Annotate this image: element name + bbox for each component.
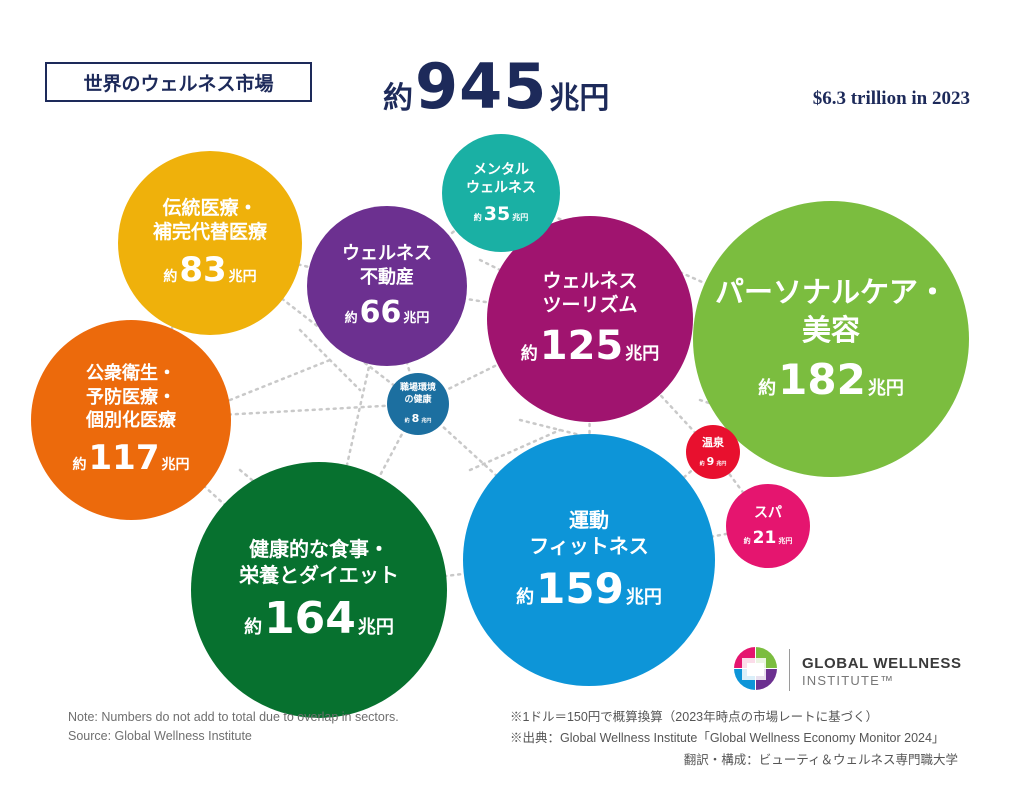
- footnote-source: Source: Global Wellness Institute: [68, 729, 252, 743]
- usd-total-label: $6.3 trillion in 2023: [812, 88, 970, 109]
- sector-name: メンタル ウェルネス: [466, 162, 536, 197]
- sector-value: 約 66 兆円: [344, 294, 430, 330]
- connector-line: [228, 358, 332, 402]
- sector-bubble: メンタル ウェルネス約 35 兆円: [442, 134, 560, 252]
- sector-bubble: 運動 フィットネス約 159 兆円: [463, 434, 715, 686]
- logo-line-2: INSTITUTE™: [802, 673, 895, 688]
- sector-bubble: 職場環境 の健康約 8 兆円: [387, 373, 449, 435]
- sector-name: 運動 フィットネス: [529, 507, 649, 558]
- connector-line: [468, 428, 562, 472]
- connector-line: [298, 328, 362, 392]
- sector-value: 約 83 兆円: [163, 250, 257, 291]
- sector-name: 温泉: [702, 435, 724, 449]
- sector-value: 約 8 兆円: [404, 411, 432, 425]
- sector-name: パーソナルケア・ 美容: [714, 275, 947, 347]
- sector-bubble: ウェルネス ツーリズム約 125 兆円: [487, 216, 693, 422]
- sector-name: 健康的な食事・ 栄養とダイエット: [239, 536, 399, 587]
- sector-value: 約 164 兆円: [244, 593, 394, 645]
- footnote-exchange-rate: ※1ドル＝150円で概算換算（2023年時点の市場レートに基づく）: [510, 710, 879, 724]
- sector-bubble: 健康的な食事・ 栄養とダイエット約 164 兆円: [191, 462, 447, 718]
- sector-value: 約 125 兆円: [520, 323, 660, 370]
- total-suffix: 兆円: [549, 81, 610, 116]
- footnote-right: ※1ドル＝150円で概算換算（2023年時点の市場レートに基づく） ※出典：Gl…: [510, 707, 944, 749]
- sector-bubble: 伝統医療・ 補完代替医療約 83 兆円: [118, 151, 302, 335]
- sector-bubble: スパ約 21 兆円: [726, 484, 810, 568]
- sector-name: 伝統医療・ 補完代替医療: [152, 196, 267, 244]
- sector-value: 約 159 兆円: [516, 564, 662, 614]
- sector-name: 職場環境 の健康: [399, 383, 436, 405]
- sector-name: ウェルネス ツーリズム: [542, 269, 638, 317]
- sector-value: 約 182 兆円: [758, 354, 904, 404]
- sector-name: 公衆衛生・ 予防医療・ 個別化医療: [86, 363, 176, 431]
- total-prefix: 約: [383, 81, 413, 116]
- footnote-credit: 翻訳・構成：ビューティ＆ウェルネス専門職大学: [683, 753, 958, 767]
- sector-name: スパ: [754, 505, 782, 522]
- sector-value: 約 117 兆円: [72, 437, 190, 478]
- footnote-reference: ※出典：Global Wellness Institute「Global Wel…: [510, 731, 945, 745]
- chart-title: 世界のウェルネス市場: [45, 62, 312, 102]
- sector-bubble: 温泉約 9 兆円: [686, 425, 740, 479]
- logo-line-1: GLOBAL WELLNESS: [802, 655, 962, 672]
- total-market-size: 約 945 兆円: [383, 50, 610, 123]
- footnote-left: Note: Numbers do not add to total due to…: [68, 708, 399, 746]
- gwi-logo-icon: [734, 647, 777, 690]
- footnote-overlap: Note: Numbers do not add to total due to…: [68, 710, 399, 724]
- sector-value: 約 21 兆円: [743, 527, 793, 548]
- sector-bubble: 公衆衛生・ 予防医療・ 個別化医療約 117 兆円: [31, 320, 231, 520]
- sector-bubble: ウェルネス 不動産約 66 兆円: [307, 206, 467, 366]
- logo-divider: [789, 649, 790, 691]
- sector-value: 約 9 兆円: [699, 455, 727, 469]
- sector-name: ウェルネス 不動産: [342, 243, 432, 288]
- total-number: 945: [415, 50, 548, 123]
- sector-value: 約 35 兆円: [473, 202, 529, 225]
- sector-bubble: パーソナルケア・ 美容約 182 兆円: [693, 201, 969, 477]
- gwi-logo-text: GLOBAL WELLNESS INSTITUTE™: [802, 655, 962, 688]
